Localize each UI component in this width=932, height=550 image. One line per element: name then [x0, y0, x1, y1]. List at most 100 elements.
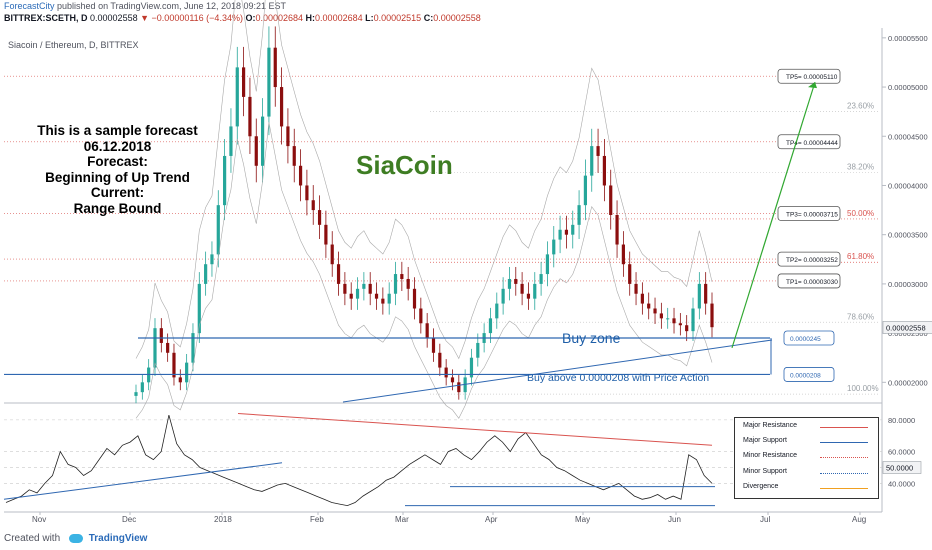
candle-body: [628, 264, 632, 284]
rsi-tick-label: 80.0000: [888, 416, 915, 425]
candle-body: [666, 318, 670, 320]
candle-body: [343, 283, 347, 294]
candle-body: [691, 308, 695, 332]
rsi-resistance-line: [237, 413, 713, 446]
low-value: 0.00002515: [373, 13, 422, 23]
legend-swatch: [820, 427, 868, 428]
candle-body: [254, 136, 258, 166]
fib-level-label: 23.60%: [847, 102, 874, 111]
candle-body: [577, 205, 581, 225]
candle-body: [653, 308, 657, 314]
candle-body: [552, 239, 556, 255]
legend-minor-resistance: Minor Resistance: [743, 452, 798, 459]
current-price-label: 0.00002558: [886, 323, 926, 332]
candle-body: [286, 126, 290, 147]
target-arrow: [731, 81, 816, 349]
fib-level-label: 38.20%: [847, 163, 874, 172]
forecast-note: This is a sample forecast 06.12.2018 For…: [10, 123, 225, 216]
candle-body: [336, 264, 341, 284]
band-line: [135, 0, 713, 360]
open-value: 0.00002684: [255, 13, 304, 23]
candle-body: [501, 288, 505, 304]
candle-body: [292, 146, 296, 166]
candle-body: [602, 155, 606, 186]
rsi-current-tag: [882, 461, 922, 474]
candle-body: [362, 283, 366, 289]
candle-body: [710, 303, 714, 328]
candle-body: [166, 342, 170, 353]
candle-body: [223, 155, 227, 206]
time-tick-label: 2018: [214, 515, 232, 524]
target-box: [777, 273, 841, 289]
candle-body: [197, 283, 201, 334]
target-box: [777, 206, 841, 221]
candle-body: [438, 352, 442, 368]
candle-body: [412, 288, 417, 309]
rsi-support-line: [3, 462, 283, 500]
candle-body: [349, 293, 353, 299]
target-box: [777, 68, 841, 84]
forecast-note-line: This is a sample forecast: [37, 123, 198, 138]
candle-body: [469, 357, 474, 378]
publish-info: ForecastCity published on TradingView.co…: [4, 1, 286, 11]
candle-body: [355, 288, 360, 299]
time-tick-label: Mar: [395, 515, 409, 524]
target-label: TP1= 0.00003030: [786, 279, 838, 286]
candle-body: [248, 96, 252, 137]
candle-body: [134, 392, 138, 396]
price-tick-label: 0.00004500: [888, 132, 928, 141]
publish-text: published on TradingView.com, June 12, 2…: [57, 1, 287, 11]
legend-swatch: [820, 473, 868, 474]
candle-body: [210, 254, 214, 265]
trend-support-line: [342, 339, 773, 403]
candle-body: [324, 224, 328, 245]
candle-body: [305, 185, 309, 201]
candle-body: [419, 308, 423, 324]
tradingview-link[interactable]: TradingView: [88, 533, 148, 544]
forecast-note-line: Forecast:: [87, 154, 148, 169]
candle-body: [697, 283, 701, 309]
fib-level-label: 78.60%: [847, 312, 874, 321]
candle-body: [583, 175, 588, 206]
time-tick-label: Aug: [852, 515, 866, 524]
candle-body: [235, 67, 239, 127]
candle-body: [545, 254, 550, 275]
price-tick-label: 0.00004000: [888, 181, 928, 190]
legend-major-support: Major Support: [743, 437, 787, 444]
current-price-tag: [882, 321, 932, 334]
candle-body: [615, 215, 619, 245]
candle-body: [406, 278, 410, 289]
line-legend: Major Resistance Major Support Minor Res…: [734, 417, 879, 499]
publisher-link[interactable]: ForecastCity: [4, 1, 55, 11]
target-label: TP3= 0.00003715: [786, 212, 838, 219]
fib-level-label: 100.00%: [847, 384, 879, 393]
candles: [134, 26, 714, 404]
target-label: TP4= 0.00004444: [786, 140, 838, 147]
close-value: 0.00002558: [433, 13, 481, 23]
candle-body: [400, 274, 404, 279]
candle-body: [242, 67, 246, 97]
candle-body: [564, 229, 569, 235]
fib-level-label: 61.80%: [847, 252, 874, 261]
candle-body: [672, 318, 676, 324]
time-tick-label: Dec: [122, 515, 136, 524]
high-value: 0.00002684: [315, 13, 363, 23]
last-price: 0.00002558: [90, 13, 138, 23]
legend-major-resistance: Major Resistance: [743, 422, 798, 429]
tradingview-logo-icon: [68, 533, 83, 543]
candle-body: [539, 274, 543, 284]
close-key: C:: [423, 13, 434, 23]
time-tick-label: Feb: [310, 515, 324, 524]
price-tick-label: 0.00003500: [888, 231, 928, 240]
candle-body: [558, 229, 562, 240]
footer-text: Created with: [4, 533, 61, 544]
legend-swatch: [820, 442, 868, 443]
band-line: [135, 122, 713, 419]
candle-body: [185, 362, 189, 383]
candle-body: [685, 325, 689, 332]
candle-body: [431, 338, 436, 353]
candle-body: [229, 126, 233, 156]
candle-body: [260, 116, 265, 166]
candle-body: [159, 328, 163, 343]
